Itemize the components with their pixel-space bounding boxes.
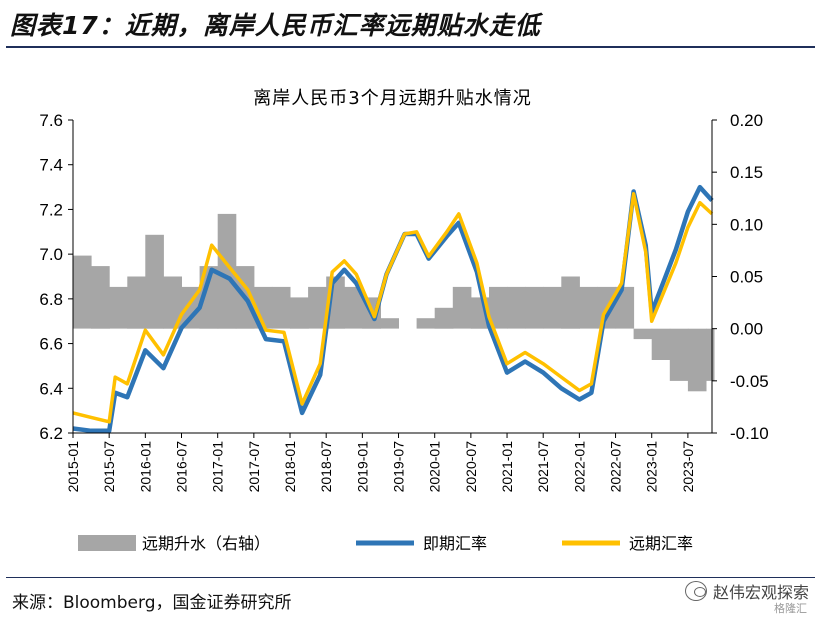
legend-label-spot: 即期汇率 <box>423 534 487 553</box>
area-bar <box>290 297 309 329</box>
area-bar <box>380 318 399 329</box>
x-tick-label: 2015-01 <box>65 441 81 493</box>
area-bar <box>344 286 363 329</box>
area-bar <box>669 328 689 381</box>
area-bar <box>651 328 671 360</box>
right-tick-label: 0.00 <box>730 320 763 339</box>
area-bar <box>507 286 526 329</box>
right-tick-label: 0.15 <box>730 163 763 182</box>
area-bar <box>712 328 715 381</box>
watermark-sub: 格隆汇 <box>774 602 807 615</box>
x-tick-label: 2021-01 <box>499 441 515 493</box>
title-rule <box>6 46 815 48</box>
area-bar <box>91 266 110 329</box>
left-tick-label: 7.4 <box>39 156 63 175</box>
left-tick-label: 7.6 <box>39 111 63 130</box>
area-bar <box>308 286 327 329</box>
right-tick-label: 0.05 <box>730 268 763 287</box>
area-bar <box>687 328 707 392</box>
area-bar <box>633 328 653 340</box>
source-note: 来源：Bloomberg，国金证券研究所 <box>12 593 292 613</box>
area-bar <box>199 266 219 329</box>
area-bar <box>706 328 713 381</box>
area-bar <box>217 213 237 329</box>
x-tick-label: 2016-07 <box>174 441 190 493</box>
watermark: 赵伟宏观探索 <box>684 579 809 603</box>
area-bar <box>561 276 580 329</box>
left-tick-label: 6.8 <box>39 290 63 309</box>
x-tick-label: 2023-01 <box>644 441 660 493</box>
area-bar <box>489 286 508 329</box>
right-tick-label: -0.10 <box>730 424 769 443</box>
area-bar <box>271 286 291 329</box>
area-bar <box>434 307 454 329</box>
area-bar <box>253 286 273 329</box>
forward-line <box>72 192 714 424</box>
chart-title: 离岸人民币3个月远期升贴水情况 <box>253 88 531 109</box>
right-tick-label: 0.10 <box>730 215 763 234</box>
area-bar <box>615 286 635 329</box>
x-tick-label: 2016-01 <box>137 441 153 493</box>
area-bar <box>163 276 182 329</box>
area-bar <box>579 286 598 329</box>
legend-label-area: 远期升水（右轴） <box>142 534 270 553</box>
x-tick-label: 2018-07 <box>318 441 334 493</box>
x-tick-label: 2018-01 <box>282 441 298 493</box>
legend-swatch-area <box>78 535 136 551</box>
figure-title: 图表17：近期，离岸人民币汇率远期贴水走低 <box>10 11 541 40</box>
x-tick-label: 2017-07 <box>246 441 262 493</box>
left-tick-label: 7.2 <box>39 200 63 219</box>
x-tick-label: 2019-01 <box>354 441 370 493</box>
x-tick-label: 2017-01 <box>210 441 226 493</box>
left-tick-label: 7.0 <box>39 245 63 264</box>
x-tick-label: 2019-07 <box>391 441 407 493</box>
left-tick-label: 6.6 <box>39 335 63 354</box>
x-tick-label: 2022-01 <box>571 441 587 493</box>
x-tick-label: 2021-07 <box>535 441 551 493</box>
area-bar <box>145 234 164 329</box>
left-tick-label: 6.4 <box>39 379 63 398</box>
source-rule <box>6 577 815 578</box>
area-bar <box>525 286 544 329</box>
x-tick-label: 2020-01 <box>427 441 443 493</box>
wechat-icon <box>684 581 707 601</box>
right-tick-label: 0.20 <box>730 111 763 130</box>
area-bar <box>127 276 146 329</box>
x-tick-label: 2023-07 <box>680 441 696 493</box>
watermark-text: 赵伟宏观探索 <box>712 583 809 602</box>
area-bar <box>416 318 436 329</box>
x-tick-label: 2020-07 <box>463 441 479 493</box>
area-bar <box>73 255 92 329</box>
area-series <box>73 213 715 392</box>
right-tick-label: -0.05 <box>730 372 769 391</box>
legend-label-forward: 远期汇率 <box>629 534 693 553</box>
area-bar <box>109 286 128 329</box>
x-tick-label: 2015-07 <box>101 441 117 493</box>
area-bar <box>452 286 472 329</box>
left-tick-label: 6.2 <box>39 424 63 443</box>
x-tick-label: 2022-07 <box>608 441 624 493</box>
area-bar <box>543 286 562 329</box>
